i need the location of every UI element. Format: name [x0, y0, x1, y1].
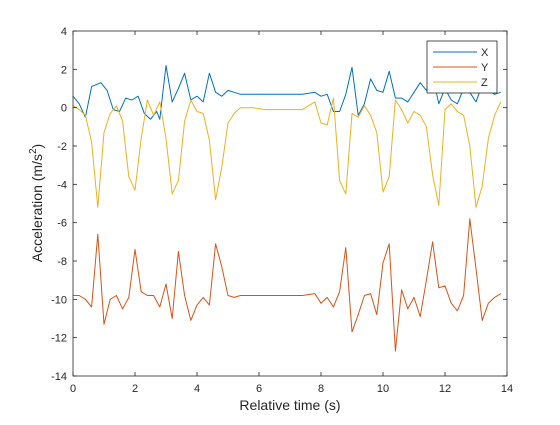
y-axis-label-close: ) — [29, 144, 45, 149]
x-tick-label: 12 — [439, 383, 451, 395]
y-axis-label-superscript: 2 — [28, 148, 39, 154]
x-tick-label: 2 — [132, 383, 138, 395]
legend-label-z: Z — [481, 77, 488, 89]
y-tick-label: 4 — [61, 26, 67, 38]
legend-label-x: X — [481, 47, 489, 59]
legend-label-y: Y — [481, 62, 489, 74]
y-tick-label: 0 — [61, 103, 67, 115]
y-tick-label: -10 — [51, 294, 67, 306]
y-tick-label: -14 — [51, 371, 67, 383]
y-axis-label: Acceleration (m/s2) — [28, 144, 45, 262]
y-tick-label: -2 — [57, 141, 67, 153]
legend: XYZ — [426, 40, 498, 94]
y-tick-label: -12 — [51, 333, 67, 345]
x-tick-label: 10 — [377, 383, 389, 395]
x-tick-label: 8 — [318, 383, 324, 395]
x-tick-label: 0 — [70, 383, 76, 395]
axes-box — [72, 30, 508, 377]
axes-layer: 0 2 4 6 8 10 12 14 -14 -12 -10 -8 -6 -4 -2 0 2 4 — [51, 26, 513, 395]
y-tick-label: -4 — [57, 179, 67, 191]
y-tick-label: -8 — [57, 256, 67, 268]
x-tick-label: 6 — [256, 383, 262, 395]
x-axis-label: Relative time (s) — [239, 397, 340, 413]
y-tick-label: 2 — [61, 64, 67, 76]
y-axis-label-main: Acceleration (m/s — [29, 154, 45, 262]
x-tick-label: 4 — [194, 383, 200, 395]
y-tick-label: -6 — [57, 218, 67, 230]
series-line-y — [73, 218, 502, 352]
x-tick-label: 14 — [501, 383, 513, 395]
series-line-z — [72, 97, 502, 208]
